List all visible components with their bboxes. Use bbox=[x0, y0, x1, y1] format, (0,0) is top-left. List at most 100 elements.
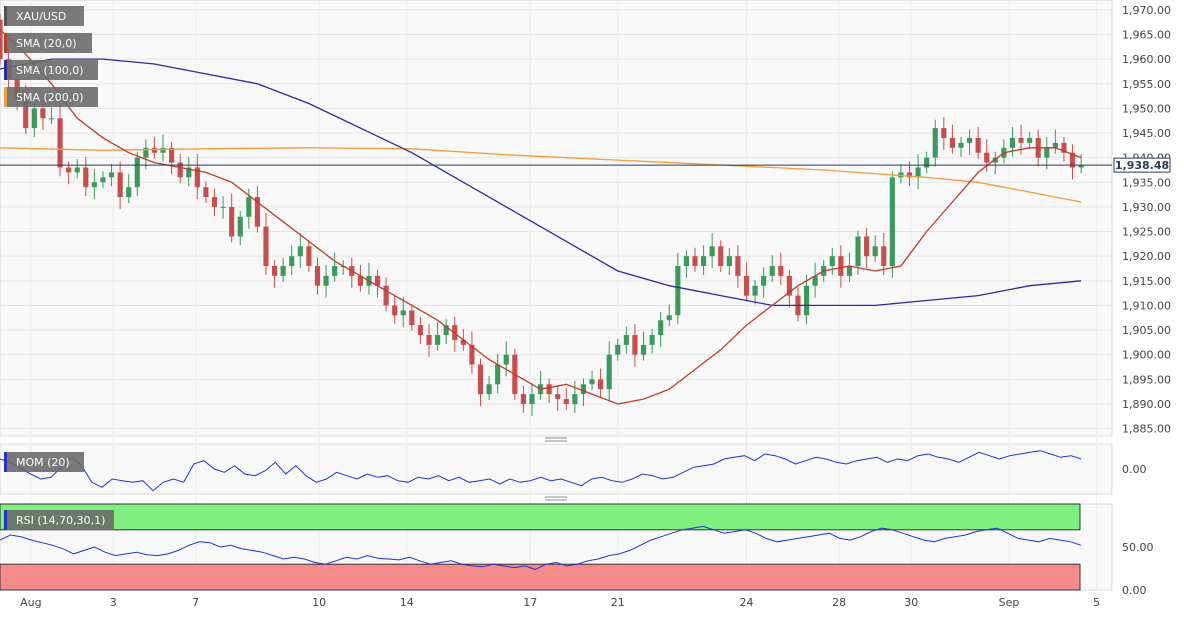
legend-label: SMA (200,0) bbox=[16, 91, 84, 104]
price-tick-label: 1,945.00 bbox=[1122, 127, 1171, 140]
candle bbox=[400, 297, 406, 328]
price-tick-label: 1,925.00 bbox=[1122, 226, 1171, 239]
price-grid bbox=[0, 0, 1112, 590]
price-tick-label: 1,955.00 bbox=[1122, 78, 1171, 91]
candle bbox=[709, 233, 715, 269]
candle bbox=[289, 245, 295, 275]
candle bbox=[194, 154, 200, 200]
candle bbox=[563, 388, 569, 410]
legend: XAU/USD SMA (20,0) SMA (100,0) SMA (200,0) bbox=[4, 6, 98, 107]
x-axis: Aug 3 7 10 14 17 21 24 28 30 Sep 5 bbox=[20, 596, 1100, 609]
candle bbox=[769, 255, 775, 282]
momentum-legend-label: MOM (20) bbox=[16, 456, 70, 469]
candle bbox=[555, 385, 561, 411]
candle bbox=[812, 262, 818, 298]
x-tick-label: 24 bbox=[739, 596, 753, 609]
price-tick-label: 1,900.00 bbox=[1122, 349, 1171, 362]
price-tick-label: 1,890.00 bbox=[1122, 398, 1171, 411]
momentum-legend[interactable]: MOM (20) bbox=[4, 452, 84, 472]
legend-label: XAU/USD bbox=[16, 10, 66, 23]
x-tick-label: 7 bbox=[192, 596, 199, 609]
momentum-tick-label: 0.00 bbox=[1122, 463, 1147, 476]
candle bbox=[829, 247, 835, 275]
candle bbox=[692, 247, 698, 272]
price-tick-label: 1,960.00 bbox=[1122, 53, 1171, 66]
x-tick-label: 17 bbox=[523, 596, 537, 609]
candle bbox=[529, 383, 535, 416]
rsi-panel: 0.00 50.00 RSI (14,70,30,1) bbox=[0, 503, 1154, 597]
candle bbox=[1027, 132, 1033, 149]
x-tick-label: 3 bbox=[110, 596, 117, 609]
price-tick-label: 1,950.00 bbox=[1122, 102, 1171, 115]
candle bbox=[838, 245, 844, 288]
sma-100-line bbox=[0, 58, 1082, 307]
candle bbox=[151, 136, 158, 159]
rsi-legend[interactable]: RSI (14,70,30,1) bbox=[4, 510, 114, 530]
candle bbox=[134, 151, 140, 197]
candle bbox=[615, 338, 621, 361]
candle bbox=[443, 319, 449, 344]
sma-200-line bbox=[0, 147, 1082, 203]
candle bbox=[623, 326, 629, 354]
candle bbox=[0, 13, 3, 66]
legend-item[interactable]: SMA (200,0) bbox=[4, 87, 98, 107]
candle bbox=[186, 156, 192, 187]
price-tick-label: 1,970.00 bbox=[1122, 4, 1171, 17]
candle bbox=[486, 375, 492, 401]
legend-item[interactable]: XAU/USD bbox=[4, 6, 84, 26]
candle bbox=[503, 341, 509, 377]
price-tick-label: 1,905.00 bbox=[1122, 324, 1171, 337]
candle bbox=[306, 240, 312, 272]
price-tick-label: 1,895.00 bbox=[1122, 373, 1171, 386]
rsi-legend-label: RSI (14,70,30,1) bbox=[16, 514, 105, 527]
momentum-line bbox=[0, 450, 1082, 492]
candle bbox=[889, 171, 895, 278]
candle bbox=[683, 250, 689, 278]
candle bbox=[1052, 129, 1058, 154]
candle bbox=[435, 321, 441, 351]
sma-20-line bbox=[0, 29, 1082, 405]
candle bbox=[846, 252, 853, 282]
candle bbox=[417, 316, 424, 344]
candle bbox=[74, 159, 80, 179]
price-tick-label: 1,915.00 bbox=[1122, 275, 1171, 288]
candle bbox=[1069, 144, 1076, 180]
candle bbox=[649, 329, 655, 354]
candle bbox=[254, 186, 260, 233]
candle bbox=[100, 171, 106, 189]
candle bbox=[932, 119, 938, 167]
candle bbox=[992, 151, 998, 175]
legend-item[interactable]: SMA (20,0) bbox=[4, 33, 92, 53]
candle bbox=[915, 154, 921, 190]
candle bbox=[718, 240, 724, 272]
x-tick-label: 10 bbox=[312, 596, 326, 609]
resize-handle-1[interactable] bbox=[545, 437, 567, 442]
legend-item[interactable]: SMA (100,0) bbox=[4, 60, 98, 80]
candle bbox=[958, 136, 964, 157]
candle bbox=[572, 380, 578, 413]
candle bbox=[332, 252, 338, 282]
candle bbox=[237, 210, 243, 246]
candle bbox=[117, 161, 123, 209]
price-tick-label: 1,930.00 bbox=[1122, 201, 1171, 214]
candle bbox=[229, 193, 235, 243]
resize-handle-2[interactable] bbox=[545, 496, 567, 501]
candle bbox=[761, 267, 767, 298]
candle bbox=[31, 102, 37, 137]
candle bbox=[220, 196, 226, 219]
candle bbox=[314, 257, 321, 295]
candle bbox=[975, 127, 981, 159]
x-tick-label: Aug bbox=[20, 596, 41, 609]
candle bbox=[374, 269, 381, 298]
candle bbox=[598, 368, 604, 399]
candle bbox=[203, 181, 209, 203]
candle bbox=[426, 324, 432, 357]
main-panel-bg bbox=[0, 0, 1113, 437]
candle bbox=[666, 304, 672, 327]
candle bbox=[949, 124, 955, 154]
candle bbox=[786, 269, 792, 308]
candle bbox=[383, 277, 389, 312]
candle bbox=[126, 173, 132, 203]
x-tick-label: Sep bbox=[999, 596, 1020, 609]
